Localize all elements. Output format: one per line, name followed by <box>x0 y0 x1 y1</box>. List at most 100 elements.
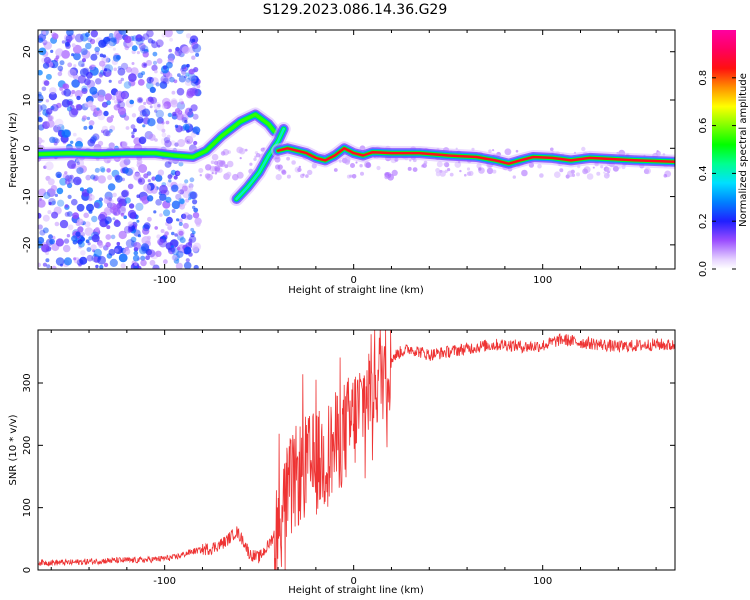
halo-speck <box>478 167 482 171</box>
noise-speck <box>146 30 154 38</box>
noise-speck <box>116 197 122 203</box>
noise-speck <box>67 62 73 68</box>
noise-speck <box>130 124 136 130</box>
halo-speck <box>663 174 668 178</box>
noise-speck <box>72 44 82 54</box>
halo-speck <box>550 147 554 152</box>
noise-speck <box>188 108 193 112</box>
noise-speck <box>123 215 127 219</box>
noise-speck <box>181 185 188 192</box>
noise-speck <box>166 61 173 69</box>
noise-speck <box>63 88 72 97</box>
halo-speck <box>210 160 215 164</box>
noise-speck <box>38 111 41 117</box>
noise-speck <box>140 243 150 252</box>
noise-speck <box>71 198 78 206</box>
noise-speck <box>164 140 172 148</box>
noise-speck <box>98 39 107 48</box>
noise-speck <box>64 171 68 175</box>
noise-speck <box>106 168 111 173</box>
noise-speck <box>160 229 165 233</box>
noise-speck <box>152 264 160 269</box>
noise-speck <box>73 52 81 61</box>
noise-speck <box>94 46 100 53</box>
noise-speck <box>176 171 181 176</box>
noise-speck <box>103 68 108 72</box>
noise-speck <box>154 226 158 230</box>
noise-speck <box>155 199 162 206</box>
noise-speck <box>118 230 127 240</box>
noise-speck <box>123 81 132 89</box>
noise-speck <box>44 161 54 171</box>
noise-speck <box>59 86 64 91</box>
noise-speck <box>122 166 129 174</box>
noise-speck <box>174 170 181 177</box>
halo-speck <box>576 172 580 177</box>
noise-speck <box>52 137 59 144</box>
noise-speck <box>54 118 64 128</box>
noise-speck <box>131 45 138 52</box>
noise-speck <box>75 231 81 237</box>
noise-speck <box>38 116 43 123</box>
noise-speck <box>133 266 138 269</box>
noise-speck <box>159 213 163 217</box>
y-tick-label: 100 <box>22 498 33 517</box>
noise-speck <box>90 135 98 142</box>
noise-speck <box>99 60 106 67</box>
noise-speck <box>76 161 81 165</box>
noise-speck <box>179 198 185 205</box>
noise-speck <box>107 201 114 208</box>
ridge-1-layer-4 <box>235 127 285 201</box>
noise-speck <box>138 42 146 50</box>
noise-speck <box>155 250 162 257</box>
noise-speck <box>131 62 135 65</box>
spectrogram-ylabel: Frequency (Hz) <box>8 112 19 188</box>
halo-speck <box>537 163 542 169</box>
halo-speck <box>300 173 305 179</box>
noise-speck <box>107 183 116 191</box>
noise-speck <box>127 221 134 227</box>
noise-speck <box>192 43 202 53</box>
noise-speck <box>176 246 181 251</box>
spectrogram-frame <box>37 29 676 270</box>
noise-speck <box>157 104 161 108</box>
halo-speck <box>365 162 372 169</box>
colorbar-tick-label: 0.8 <box>698 70 709 86</box>
halo-speck <box>596 171 601 176</box>
noise-speck <box>140 259 147 267</box>
noise-speck <box>99 53 104 58</box>
noise-speck <box>152 51 158 57</box>
noise-speck <box>73 64 77 68</box>
noise-speck <box>63 238 70 244</box>
noise-speck <box>185 198 190 203</box>
noise-speck <box>157 44 161 48</box>
noise-speck <box>178 222 183 226</box>
noise-speck <box>88 125 94 130</box>
noise-speck <box>150 77 159 86</box>
noise-speck <box>88 193 93 197</box>
noise-speck <box>105 70 112 77</box>
noise-speck <box>125 168 133 176</box>
noise-speck <box>71 89 76 95</box>
noise-speck <box>38 104 43 113</box>
noise-speck <box>124 45 130 51</box>
noise-speck <box>42 62 50 69</box>
noise-speck <box>192 126 201 135</box>
noise-speck <box>43 42 46 46</box>
halo-speck <box>391 169 398 176</box>
noise-speck <box>189 75 197 83</box>
noise-speck <box>193 264 199 269</box>
noise-speck <box>61 40 66 44</box>
noise-speck <box>159 81 168 89</box>
spectrogram-heatmap <box>38 30 675 269</box>
noise-speck <box>142 124 146 128</box>
noise-speck <box>120 77 125 82</box>
halo-speck <box>459 169 462 173</box>
noise-speck <box>121 141 128 148</box>
noise-speck <box>178 75 186 83</box>
noise-speck <box>61 50 70 59</box>
noise-speck <box>161 128 166 133</box>
halo-speck <box>447 168 451 172</box>
